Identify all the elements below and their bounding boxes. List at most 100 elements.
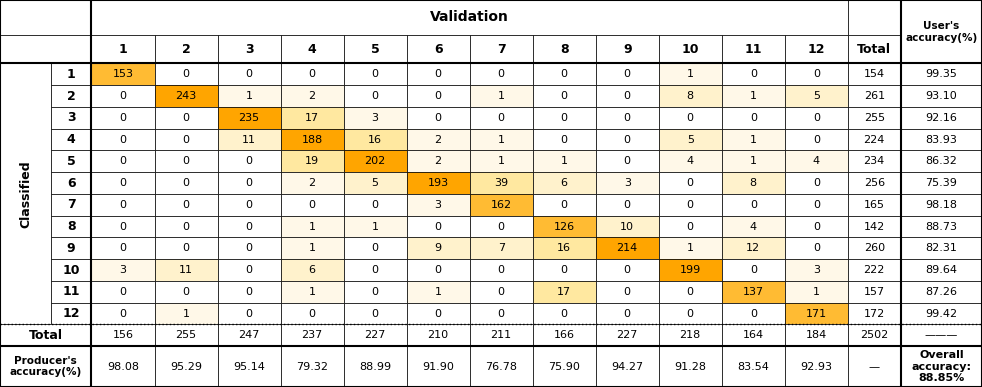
Text: 0: 0 — [813, 222, 820, 231]
Text: 16: 16 — [368, 135, 382, 145]
Text: 12: 12 — [63, 307, 80, 320]
Bar — [659, 172, 722, 194]
Text: 2: 2 — [182, 43, 191, 56]
Bar — [785, 107, 847, 129]
Bar — [532, 194, 596, 216]
Bar — [847, 281, 900, 303]
Bar — [91, 107, 154, 129]
Bar — [847, 194, 900, 216]
Text: 3: 3 — [624, 178, 630, 188]
Text: 126: 126 — [554, 222, 574, 231]
Bar — [154, 346, 218, 387]
Text: 75.39: 75.39 — [925, 178, 957, 188]
Text: 5: 5 — [813, 91, 820, 101]
Bar — [91, 63, 154, 85]
Bar — [154, 238, 218, 259]
Text: 91.28: 91.28 — [675, 361, 706, 372]
Bar — [900, 63, 982, 85]
Text: 0: 0 — [120, 91, 127, 101]
Text: 164: 164 — [742, 330, 764, 340]
Bar — [469, 194, 532, 216]
Text: 1: 1 — [183, 308, 190, 319]
Text: 153: 153 — [113, 69, 134, 79]
Bar — [281, 107, 344, 129]
Bar — [344, 281, 407, 303]
Bar — [659, 216, 722, 238]
Bar — [659, 238, 722, 259]
Bar — [281, 238, 344, 259]
Text: 2502: 2502 — [860, 330, 889, 340]
Bar — [659, 259, 722, 281]
Text: 7: 7 — [67, 198, 76, 211]
Text: 234: 234 — [863, 156, 885, 166]
Text: 1: 1 — [119, 43, 128, 56]
Text: 0: 0 — [624, 91, 630, 101]
Text: 1: 1 — [686, 243, 693, 253]
Text: 193: 193 — [427, 178, 449, 188]
Bar — [785, 129, 847, 151]
Bar — [344, 259, 407, 281]
Bar — [659, 85, 722, 107]
Bar — [469, 259, 532, 281]
Text: 166: 166 — [554, 330, 574, 340]
Text: 0: 0 — [498, 69, 505, 79]
Text: 0: 0 — [750, 308, 757, 319]
Text: 88.73: 88.73 — [925, 222, 957, 231]
Text: 8: 8 — [560, 43, 569, 56]
Text: 199: 199 — [680, 265, 701, 275]
Text: 0: 0 — [686, 200, 693, 210]
Bar — [0, 63, 51, 324]
Bar — [847, 172, 900, 194]
Text: 7: 7 — [497, 43, 506, 56]
Text: 88.99: 88.99 — [359, 361, 391, 372]
Bar — [532, 107, 596, 129]
Text: 0: 0 — [813, 113, 820, 123]
Text: 0: 0 — [624, 135, 630, 145]
Text: 1: 1 — [435, 287, 442, 297]
Text: 0: 0 — [435, 113, 442, 123]
Text: 188: 188 — [301, 135, 323, 145]
Bar — [659, 281, 722, 303]
Bar — [344, 172, 407, 194]
Bar — [900, 259, 982, 281]
Text: 2: 2 — [435, 135, 442, 145]
Text: 0: 0 — [120, 113, 127, 123]
Text: 0: 0 — [561, 308, 568, 319]
Text: 99.35: 99.35 — [925, 69, 957, 79]
Text: 1: 1 — [371, 222, 379, 231]
Text: 0: 0 — [120, 200, 127, 210]
Bar — [344, 107, 407, 129]
Bar — [900, 0, 982, 63]
Text: ———: ——— — [925, 330, 958, 340]
Bar — [596, 281, 659, 303]
Bar — [900, 107, 982, 129]
Bar — [344, 324, 407, 346]
Text: 0: 0 — [686, 178, 693, 188]
Text: 0: 0 — [371, 200, 379, 210]
Bar — [596, 107, 659, 129]
Bar — [722, 151, 785, 172]
Bar — [596, 85, 659, 107]
Text: 0: 0 — [246, 265, 252, 275]
Text: 172: 172 — [863, 308, 885, 319]
Text: 95.14: 95.14 — [233, 361, 265, 372]
Text: 261: 261 — [864, 91, 885, 101]
Bar — [281, 172, 344, 194]
Bar — [469, 35, 532, 63]
Text: 0: 0 — [183, 243, 190, 253]
Text: 184: 184 — [805, 330, 827, 340]
Text: 0: 0 — [750, 113, 757, 123]
Text: 9: 9 — [623, 43, 631, 56]
Bar — [281, 35, 344, 63]
Bar — [900, 281, 982, 303]
Bar — [659, 194, 722, 216]
Bar — [659, 35, 722, 63]
Text: 162: 162 — [491, 200, 512, 210]
Text: 0: 0 — [498, 222, 505, 231]
Bar — [407, 107, 469, 129]
Bar — [900, 85, 982, 107]
Text: 0: 0 — [120, 222, 127, 231]
Text: 0: 0 — [624, 287, 630, 297]
Bar — [469, 107, 532, 129]
Bar — [532, 259, 596, 281]
